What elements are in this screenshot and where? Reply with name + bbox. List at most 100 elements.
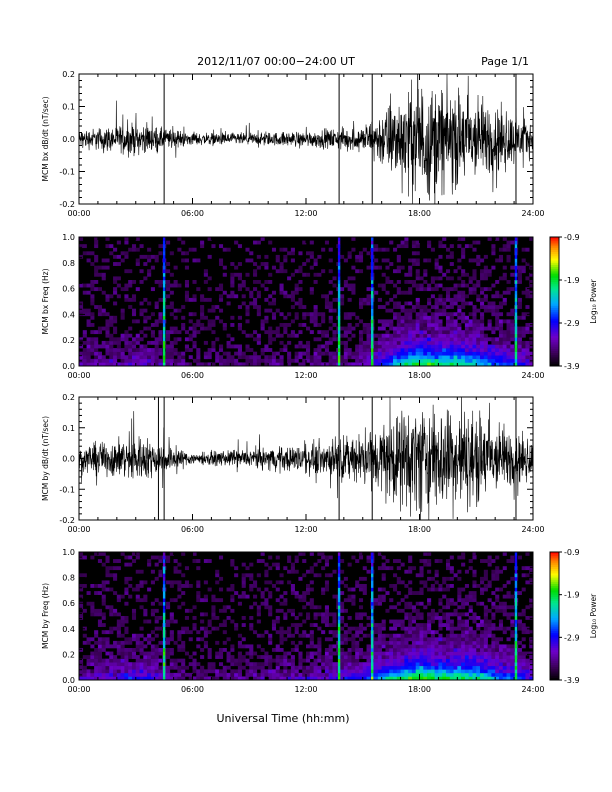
spectrogram-cell	[116, 630, 121, 635]
spectrogram-cell	[268, 280, 273, 284]
spectrogram-cell	[404, 308, 409, 313]
spectrogram-cell	[411, 658, 417, 663]
spectrogram-cell	[404, 651, 409, 656]
spectrogram-cell	[347, 276, 352, 281]
spectrogram-cell	[283, 566, 288, 571]
spectrogram-cell	[396, 315, 401, 320]
spectrogram-cell	[290, 612, 295, 617]
spectrogram-cell	[328, 258, 333, 263]
spectrogram-cell	[128, 676, 133, 681]
spectrogram-cell	[328, 290, 333, 295]
spectrogram-cell	[476, 651, 481, 656]
spectrogram-cell	[324, 612, 329, 617]
spectrogram-cell	[347, 312, 352, 317]
spectrogram-cell	[415, 276, 420, 281]
spectrogram-cell	[173, 358, 178, 363]
spectrogram-cell	[268, 640, 273, 645]
spectrogram-cell	[184, 651, 190, 656]
spectrogram-cell	[158, 601, 163, 606]
spectrogram-cell	[374, 362, 379, 367]
spectral-line	[371, 626, 374, 631]
spectrogram-cell	[419, 326, 424, 331]
spectrogram-cell	[234, 573, 239, 578]
spectrogram-cell	[442, 576, 447, 581]
spectrogram-cell	[169, 351, 174, 356]
spectrogram-cell	[347, 594, 352, 599]
spectrogram-cell	[101, 276, 106, 281]
colorbar-cell	[550, 596, 559, 600]
spectrogram-cell	[139, 358, 144, 363]
spectrogram-cell	[105, 640, 110, 645]
spectrogram-cell	[211, 662, 216, 667]
spectral-line	[371, 669, 374, 674]
spectrogram-cell	[502, 630, 507, 635]
spectrogram-cell	[226, 301, 231, 306]
spectrogram-cell	[438, 340, 443, 345]
colorbar-cell	[550, 648, 559, 651]
spectrogram-cell	[222, 669, 227, 674]
spectrogram-cell	[196, 598, 201, 603]
spectrogram-cell	[498, 644, 504, 649]
spectrogram-cell	[415, 337, 420, 342]
spectrogram-cell	[396, 355, 401, 360]
spectrogram-cell	[101, 669, 106, 674]
spectrogram-cell	[472, 319, 477, 324]
spectrogram-cell	[510, 326, 515, 331]
spectral-line	[514, 676, 518, 681]
spectrogram-cell	[434, 648, 439, 652]
spectrogram-cell	[294, 626, 299, 631]
spectrogram-cell	[362, 362, 367, 367]
spectrogram-cell	[173, 362, 178, 367]
colorbar-cell	[550, 573, 559, 576]
spectrogram-cell	[321, 552, 326, 556]
spectrogram-cell	[264, 344, 269, 349]
spectrogram-cell	[453, 633, 458, 638]
spectrogram-cell	[192, 605, 197, 610]
spectrogram-cell	[97, 612, 102, 617]
spectrogram-cell	[396, 323, 401, 327]
spectrogram-cell	[120, 351, 125, 356]
spectrogram-cell	[120, 337, 125, 342]
colorbar-cell	[550, 671, 559, 674]
spectrogram-cell	[253, 269, 258, 274]
spectrogram-cell	[445, 344, 451, 349]
spectrogram-cell	[377, 626, 382, 631]
spectrogram-cell	[408, 308, 413, 313]
spectrogram-cell	[200, 637, 205, 642]
spectrogram-cell	[234, 240, 239, 245]
spectral-line	[514, 658, 518, 663]
spectrogram-cell	[408, 626, 413, 631]
spectrogram-cell	[377, 665, 382, 670]
spectrogram-cell	[321, 655, 326, 659]
spectrogram-cell	[94, 351, 99, 356]
spectrogram-cell	[434, 559, 439, 563]
spectrogram-cell	[298, 658, 303, 663]
spectrogram-cell	[150, 658, 155, 663]
spectrogram-cell	[396, 580, 401, 585]
colorbar-cell	[550, 310, 559, 313]
spectrogram-cell	[181, 648, 186, 652]
spectrogram-cell	[264, 287, 269, 292]
spectrogram-cell	[419, 287, 424, 292]
spectrogram-cell	[166, 669, 171, 674]
spectrogram-cell	[457, 265, 462, 270]
spectrogram-cell	[143, 358, 148, 363]
spectrogram-cell	[521, 351, 526, 356]
spectrogram-cell	[166, 262, 171, 266]
spectrogram-cell	[222, 640, 227, 645]
spectrogram-cell	[445, 587, 451, 592]
spectrogram-cell	[491, 601, 496, 606]
spectrogram-cell	[196, 591, 201, 595]
spectrogram-cell	[491, 340, 496, 345]
spectral-line	[337, 294, 341, 299]
spectrogram-cell	[131, 587, 137, 592]
spectral-line	[514, 348, 518, 352]
spectrogram-cell	[139, 584, 144, 588]
spectrogram-cell	[279, 247, 284, 252]
spectrogram-cell	[158, 676, 163, 681]
spectrogram-cell	[275, 362, 280, 367]
spectrogram-cell	[366, 340, 371, 345]
spectrogram-cell	[241, 330, 246, 335]
spectrogram-cell	[101, 552, 106, 556]
spectral-line	[371, 330, 374, 335]
